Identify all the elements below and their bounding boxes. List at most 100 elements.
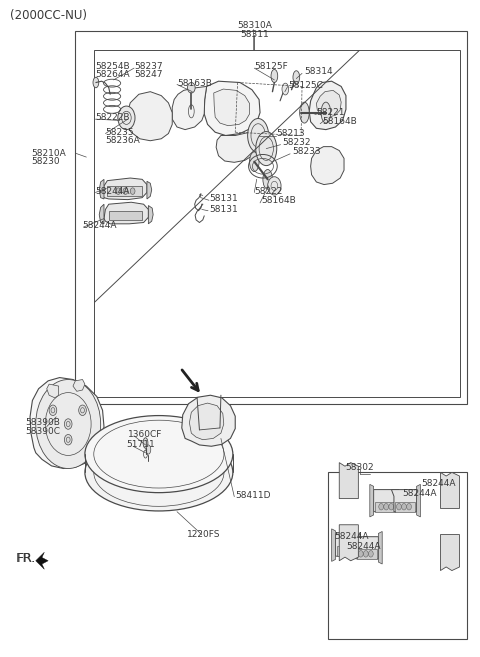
Bar: [328, 472, 467, 639]
Text: 58411D: 58411D: [235, 491, 271, 500]
Ellipse shape: [321, 102, 331, 123]
Text: 58163B: 58163B: [177, 79, 212, 87]
Text: 58236A: 58236A: [106, 136, 140, 145]
Polygon shape: [417, 484, 420, 517]
Text: 58254B: 58254B: [96, 62, 130, 72]
Text: 1360CF: 1360CF: [128, 430, 162, 439]
Ellipse shape: [293, 71, 300, 84]
Polygon shape: [172, 87, 206, 129]
Bar: [95, 51, 459, 397]
Text: 58210A: 58210A: [31, 148, 66, 158]
Polygon shape: [332, 529, 336, 561]
Text: 58264A: 58264A: [96, 70, 130, 79]
Polygon shape: [373, 489, 399, 512]
Ellipse shape: [123, 188, 128, 194]
Text: 58235: 58235: [106, 127, 134, 137]
Polygon shape: [441, 472, 459, 509]
Ellipse shape: [363, 551, 368, 557]
Polygon shape: [378, 532, 382, 564]
Text: 58314: 58314: [304, 67, 333, 76]
Text: 58213: 58213: [276, 129, 304, 138]
Ellipse shape: [341, 548, 346, 555]
Text: 58244A: 58244A: [421, 479, 456, 488]
Ellipse shape: [268, 177, 281, 195]
Polygon shape: [99, 179, 104, 199]
Ellipse shape: [271, 70, 278, 83]
Polygon shape: [109, 211, 142, 220]
Polygon shape: [36, 553, 48, 569]
Polygon shape: [204, 81, 260, 135]
Text: 58244A: 58244A: [346, 542, 381, 551]
Text: FR.: FR.: [16, 553, 36, 565]
Polygon shape: [395, 502, 415, 512]
Ellipse shape: [379, 503, 384, 510]
Ellipse shape: [346, 548, 350, 555]
Ellipse shape: [402, 503, 407, 510]
Polygon shape: [336, 534, 360, 556]
Text: 58222B: 58222B: [96, 114, 130, 122]
Text: 58233: 58233: [292, 147, 321, 156]
Polygon shape: [336, 546, 357, 556]
Ellipse shape: [351, 548, 355, 555]
Text: 58221: 58221: [316, 108, 345, 117]
Ellipse shape: [79, 405, 86, 415]
Text: 58222: 58222: [254, 187, 283, 196]
Ellipse shape: [143, 438, 148, 448]
Text: 1220FS: 1220FS: [187, 530, 220, 539]
Text: 58311: 58311: [240, 30, 269, 39]
Ellipse shape: [128, 456, 190, 489]
Polygon shape: [316, 91, 341, 117]
Polygon shape: [103, 178, 147, 200]
Text: FR.: FR.: [17, 553, 36, 565]
Polygon shape: [370, 484, 373, 517]
Ellipse shape: [248, 118, 269, 152]
Ellipse shape: [407, 503, 411, 510]
Ellipse shape: [85, 434, 233, 511]
Text: 58244A: 58244A: [96, 187, 130, 196]
Polygon shape: [309, 81, 346, 129]
Ellipse shape: [130, 188, 135, 194]
Polygon shape: [148, 206, 153, 224]
Polygon shape: [190, 403, 224, 440]
Ellipse shape: [396, 503, 401, 510]
Ellipse shape: [49, 405, 57, 415]
Text: 58244A: 58244A: [402, 489, 437, 498]
Polygon shape: [126, 92, 172, 141]
Polygon shape: [311, 147, 344, 185]
Polygon shape: [30, 378, 104, 468]
Text: 58131: 58131: [209, 194, 238, 204]
Ellipse shape: [118, 106, 135, 129]
Text: 51711: 51711: [126, 440, 155, 449]
Polygon shape: [357, 549, 377, 559]
Ellipse shape: [250, 152, 259, 171]
Ellipse shape: [188, 83, 195, 93]
Ellipse shape: [64, 434, 72, 445]
Ellipse shape: [85, 416, 233, 493]
Polygon shape: [73, 380, 85, 392]
Ellipse shape: [282, 83, 288, 95]
Ellipse shape: [369, 551, 373, 557]
Ellipse shape: [36, 380, 101, 468]
Polygon shape: [339, 463, 359, 499]
Text: 58164B: 58164B: [322, 117, 357, 126]
Polygon shape: [339, 525, 359, 560]
Text: 58237: 58237: [134, 62, 163, 72]
Ellipse shape: [389, 503, 394, 510]
Ellipse shape: [359, 551, 363, 557]
Polygon shape: [353, 537, 378, 559]
Polygon shape: [108, 186, 142, 196]
Ellipse shape: [93, 78, 99, 88]
Polygon shape: [391, 489, 417, 512]
Text: (2000CC-NU): (2000CC-NU): [10, 9, 87, 22]
Polygon shape: [375, 502, 395, 512]
Text: 58244A: 58244A: [83, 221, 117, 231]
Text: 58125C: 58125C: [288, 81, 324, 89]
Polygon shape: [99, 204, 104, 224]
Text: 58390C: 58390C: [25, 427, 60, 436]
Polygon shape: [216, 125, 259, 162]
Text: 58310A: 58310A: [237, 21, 272, 30]
Polygon shape: [104, 202, 148, 224]
Text: 58244A: 58244A: [335, 532, 369, 541]
Text: 58247: 58247: [134, 70, 163, 79]
Text: 58232: 58232: [282, 138, 311, 147]
